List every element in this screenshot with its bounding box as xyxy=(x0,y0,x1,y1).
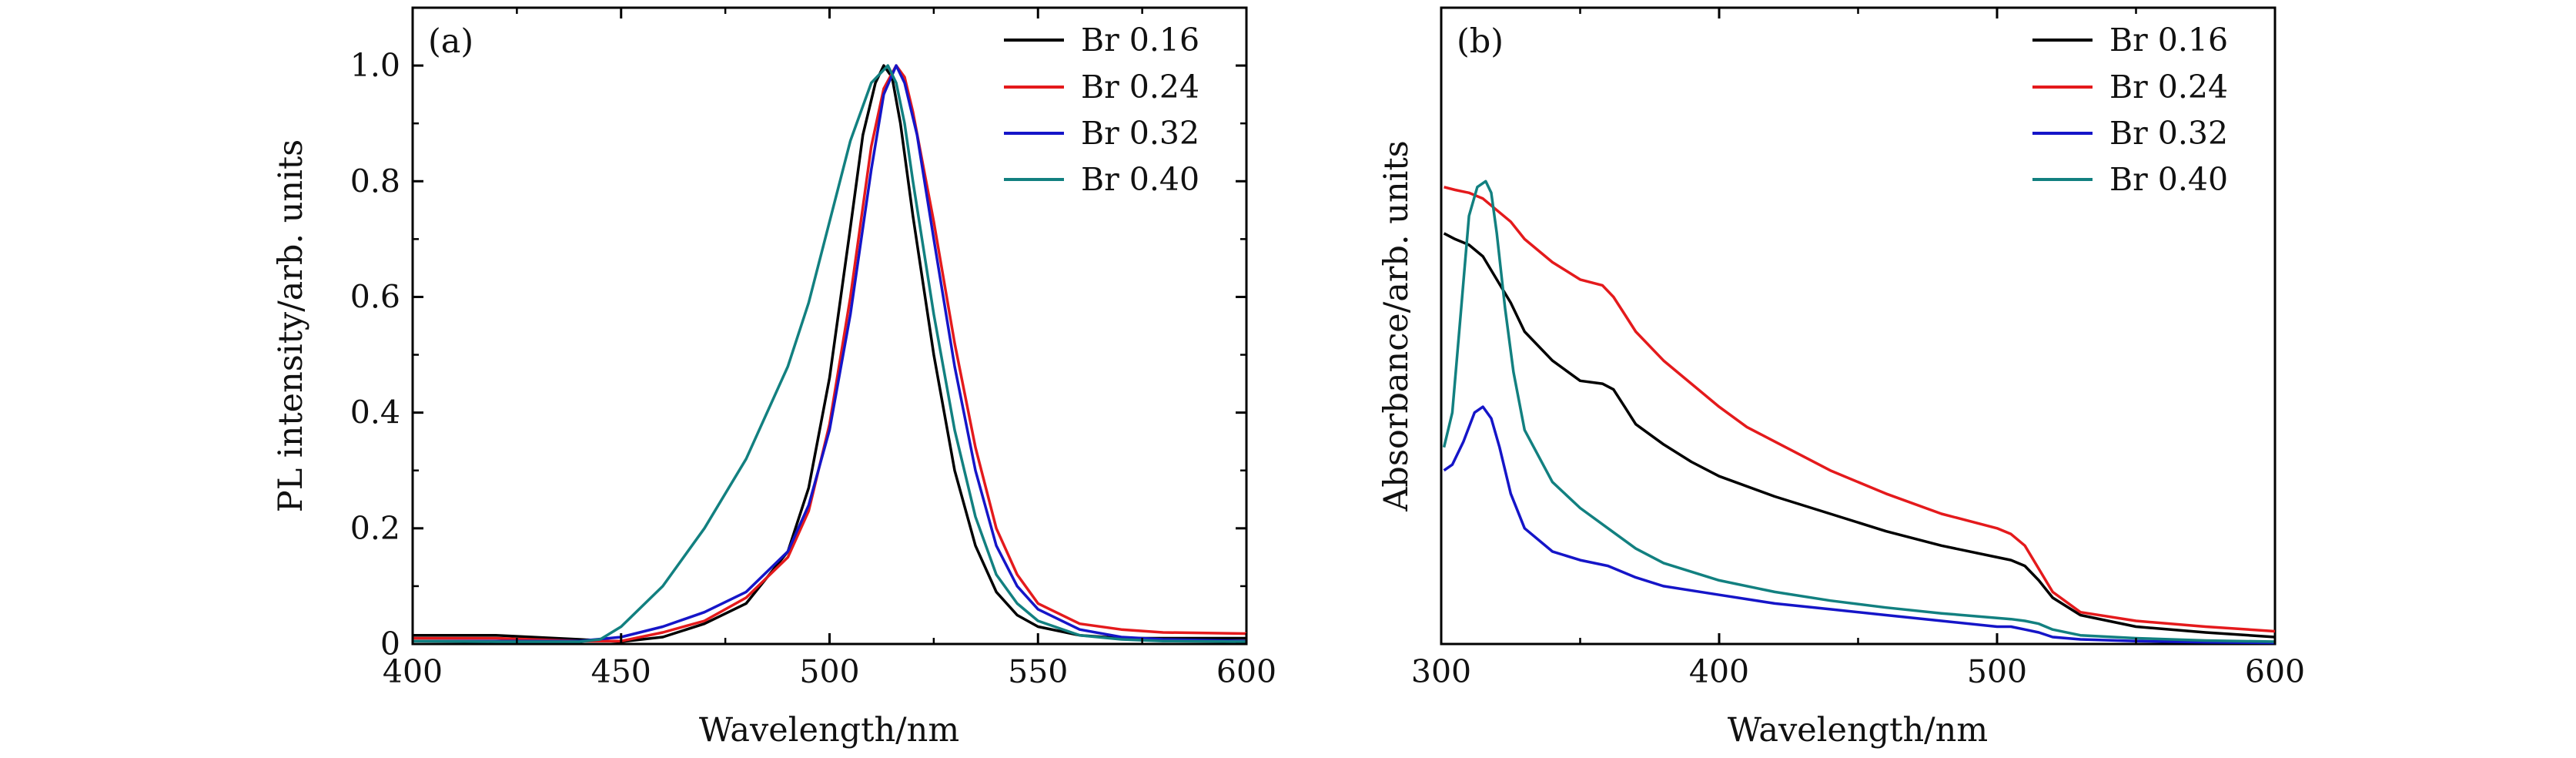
legend-label-a-3: Br 0.40 xyxy=(1081,161,1199,198)
ticks-group-a: 400 450 500 550 600 0 0.2 0.4 0.6 0.8 1.0 xyxy=(350,8,1276,690)
series-line-b-3 xyxy=(1442,179,2276,643)
legend-label-b-2: Br 0.32 xyxy=(2109,115,2228,152)
x-axis-title-b: Wavelength/nm xyxy=(1728,711,1988,750)
x-tick-label-a-1: 450 xyxy=(591,653,651,690)
y-tick-label-a-1: 0.2 xyxy=(350,510,400,547)
y-tick-label-a-2: 0.4 xyxy=(350,394,400,431)
legend-label-b-1: Br 0.24 xyxy=(2109,69,2228,106)
panel-b: 300 400 500 600 (b) Wavelength/nm Absorbanc… xyxy=(1377,6,2305,750)
ticks-group-b: 300 400 500 600 xyxy=(1411,8,2305,690)
legend-b: Br 0.16 Br 0.24 Br 0.32 Br 0.40 xyxy=(2032,22,2228,198)
y-axis-title-a: PL intensity/arb. units xyxy=(272,139,310,512)
legend-label-a-0: Br 0.16 xyxy=(1081,22,1199,59)
y-axis-title-b: Absorbance/arb. units xyxy=(1377,140,1416,512)
y-tick-label-a-5: 1.0 xyxy=(350,47,400,84)
x-tick-label-a-4: 600 xyxy=(1216,653,1276,690)
legend-label-a-1: Br 0.24 xyxy=(1081,69,1199,106)
series-line-b-2 xyxy=(1443,405,2276,645)
series-group-a xyxy=(412,64,1247,643)
legend-a: Br 0.16 Br 0.24 Br 0.32 Br 0.40 xyxy=(1004,22,1199,198)
legend-label-a-2: Br 0.32 xyxy=(1081,115,1199,152)
series-line-a-1 xyxy=(413,64,1247,642)
x-tick-label-a-0: 400 xyxy=(383,653,443,690)
series-line-b-0 xyxy=(1443,232,2276,639)
x-tick-label-b-0: 300 xyxy=(1411,653,1471,690)
x-tick-label-a-3: 550 xyxy=(1008,653,1068,690)
x-tick-label-b-1: 400 xyxy=(1689,653,1749,690)
panel-a: 400 450 500 550 600 0 0.2 0.4 0.6 0.8 1.0 (a) Wave… xyxy=(272,6,1276,750)
panel-label-b: (b) xyxy=(1457,22,1504,61)
x-tick-label-b-2: 500 xyxy=(1967,653,2027,690)
series-line-b-1 xyxy=(1444,186,2276,633)
legend-label-b-0: Br 0.16 xyxy=(2109,22,2228,59)
y-tick-label-a-4: 0.8 xyxy=(350,163,400,200)
series-line-a-3 xyxy=(412,64,1247,643)
y-tick-label-a-0: 0 xyxy=(380,626,400,662)
series-line-a-0 xyxy=(413,64,1246,643)
x-tick-label-b-3: 600 xyxy=(2245,653,2305,690)
series-line-a-2 xyxy=(413,64,1247,642)
series-group-b xyxy=(1442,179,2276,645)
x-tick-label-a-2: 500 xyxy=(799,653,859,690)
panel-label-a: (a) xyxy=(428,22,473,61)
legend-label-b-3: Br 0.40 xyxy=(2109,161,2228,198)
y-tick-label-a-3: 0.6 xyxy=(350,278,400,315)
x-axis-title-a: Wavelength/nm xyxy=(699,711,959,750)
